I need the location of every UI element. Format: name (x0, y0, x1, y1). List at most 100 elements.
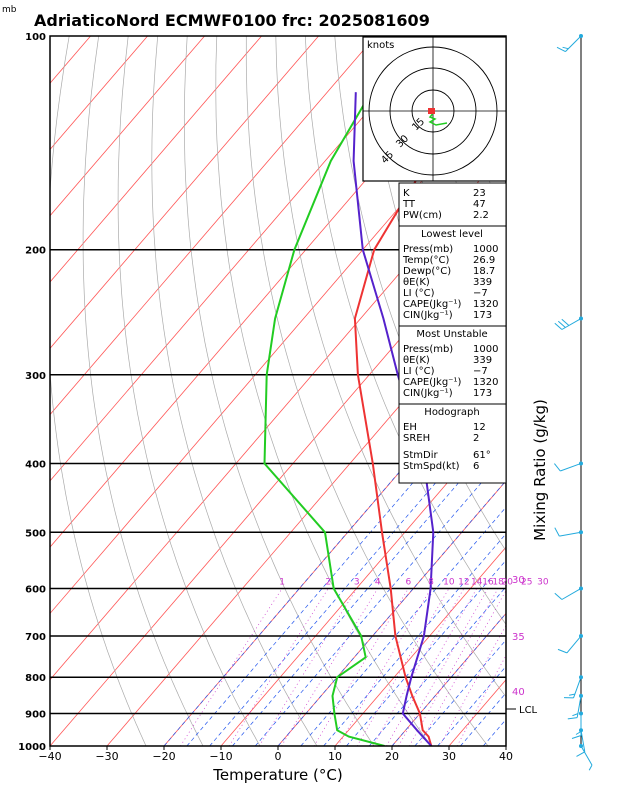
dry-adiabat-line (82, 36, 204, 746)
pressure-tick-label: 500 (25, 528, 46, 539)
wind-barb-flag (557, 648, 568, 654)
isotherm-line (50, 215, 506, 746)
wind-barb (576, 728, 586, 757)
wind-barb-flag (588, 764, 593, 771)
index-value: 1320 (473, 299, 498, 310)
parcel-profile (352, 92, 435, 746)
dewpoint-profile (263, 36, 405, 746)
pressure-tick-label: 700 (25, 632, 46, 643)
mixing-ratio-line (313, 588, 409, 746)
index-key: Press(mb) (403, 244, 453, 255)
wind-barb-flag (562, 46, 569, 50)
index-value: 1000 (473, 344, 498, 355)
pressure-unit-label: mb (2, 5, 17, 15)
index-key: θE(K) (403, 277, 430, 288)
moist-adiabat-line (163, 347, 506, 746)
temperature-tick-label: −10 (209, 750, 232, 763)
pressure-tick-label: 900 (25, 710, 46, 721)
wind-barb-station (579, 316, 583, 321)
wind-barb-staff (561, 588, 582, 600)
wind-barb-station (579, 711, 583, 716)
wind-barb-flag (554, 527, 560, 537)
index-value: 1320 (473, 377, 498, 388)
mixing-ratio-line (259, 588, 358, 746)
wind-barb-flag (567, 717, 578, 720)
wind-barb-staff (560, 462, 582, 472)
mixing-ratio-line (456, 654, 506, 746)
wind-barb-staff (559, 531, 582, 537)
index-value: 12 (473, 422, 486, 433)
mixing-ratio-label: 1 (279, 578, 285, 588)
wind-barb (554, 316, 583, 330)
index-key: K (403, 188, 410, 199)
wind-barb-flag (554, 322, 563, 330)
mixing-ratio-line (372, 588, 465, 746)
index-value: 339 (473, 277, 492, 288)
moist-adiabat-line (414, 639, 506, 746)
index-key: Press(mb) (403, 344, 453, 355)
wind-barb (554, 527, 583, 537)
wind-barb-staff (561, 318, 582, 330)
index-value: −7 (473, 288, 488, 299)
wind-barbs (554, 34, 593, 771)
dry-adiabat-line (334, 36, 506, 552)
temperature-tick-label: 30 (442, 750, 456, 763)
dry-adiabat-line (50, 36, 147, 746)
background-grid (50, 36, 506, 746)
isotherm-line (50, 36, 205, 217)
moist-adiabat-line (368, 586, 506, 746)
hodograph-ring-30 (389, 67, 477, 155)
index-value: 6 (473, 461, 479, 472)
mixing-ratio-label: 25 (521, 578, 532, 588)
temperature-tick-label: 20 (385, 750, 399, 763)
wind-barb-staff (580, 730, 586, 752)
theta-e-label: 35 (512, 632, 525, 643)
indices-section-title: Most Unstable (416, 329, 487, 340)
pressure-tick-label: 200 (25, 246, 46, 257)
wind-barb-staff (565, 35, 582, 52)
moist-adiabat-line (346, 559, 506, 746)
moist-adiabat-line (300, 506, 506, 746)
wind-barb-flag (569, 693, 575, 696)
mixing-ratio-line (337, 588, 432, 746)
lcl-label: LCL (519, 705, 538, 716)
wind-barb (567, 693, 583, 720)
dry-adiabat-line (151, 36, 318, 746)
isotherm-line (50, 36, 148, 151)
wind-barb (554, 586, 583, 600)
moist-adiabat-line (437, 665, 506, 746)
hodograph-ring-45 (368, 46, 498, 176)
mixing-ratio-label: 30 (537, 578, 549, 588)
index-key: SREH (403, 433, 430, 444)
index-key: θE(K) (403, 355, 430, 366)
pressure-tick-label: 300 (25, 371, 46, 382)
isotherm-line (50, 36, 319, 349)
wind-barb-station (579, 728, 583, 733)
indices-panel: K 23 TT 47 PW(cm) 2.2 Lowest level Press(mb) 100… (398, 182, 507, 484)
wind-barb-station (579, 586, 583, 591)
wind-barb (556, 34, 583, 53)
index-key: CIN(Jkg⁻¹) (403, 388, 453, 399)
index-key: CAPE(Jkg⁻¹) (403, 377, 461, 388)
wind-barb-station (579, 675, 583, 680)
index-value: 1000 (473, 244, 498, 255)
temperature-tick-label: −30 (95, 750, 118, 763)
pressure-tick-label: 100 (25, 32, 46, 43)
sounding-profiles (263, 36, 506, 746)
moist-adiabat-line (277, 480, 506, 746)
mixing-ratio-label: 6 (406, 578, 412, 588)
mixing-ratio-label: 4 (375, 578, 381, 588)
mixing-ratio-axis-label: Mixing Ratio (g/kg) (531, 399, 549, 541)
index-key: EH (403, 422, 417, 433)
index-value: −7 (473, 366, 488, 377)
wind-barb-station (579, 530, 583, 535)
mixing-ratio-line (180, 588, 283, 746)
temperature-tick-label: −20 (152, 750, 175, 763)
wind-barb-station (579, 693, 583, 698)
mixing-ratio-label: 20 (501, 578, 513, 588)
mixing-ratio-line (408, 588, 499, 746)
mixing-ratio-label: 3 (354, 578, 360, 588)
